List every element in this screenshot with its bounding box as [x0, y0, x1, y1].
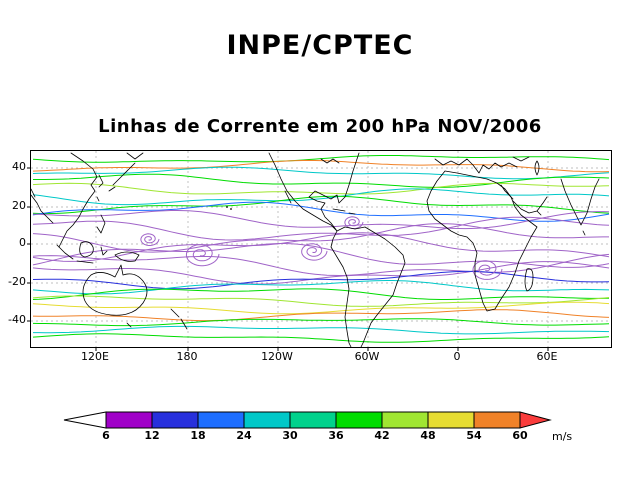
colorbar-tick-12: 12: [144, 429, 160, 442]
colorbar-tick-24: 24: [236, 429, 252, 442]
colorbar-tick-48: 48: [420, 429, 436, 442]
coast-new-zealand: [170, 308, 188, 330]
lat-tick-40s: -40: [8, 313, 26, 326]
coast-south-america: [330, 226, 406, 348]
axis-ticks: [27, 167, 549, 351]
hawaii-island: [226, 206, 228, 208]
colorbar-tick-42: 42: [374, 429, 390, 442]
colorbar-unit-label: m/s: [552, 430, 573, 443]
colorbar-tick-36: 36: [328, 429, 344, 442]
coast-japan: [96, 152, 144, 202]
chart-title: Linhas de Corrente em 200 hPa NOV/2006: [98, 116, 542, 137]
coast-north-america: [268, 152, 360, 232]
lat-tick-0: 0: [19, 236, 26, 249]
streamline-map-panel: [27, 150, 612, 351]
lon-tick-120w: 120W: [261, 350, 293, 363]
colorbar-tick-30: 30: [282, 429, 298, 442]
coast-arabia: [500, 184, 548, 216]
coast-philippines: [96, 214, 106, 234]
coast-africa: [426, 170, 538, 312]
coast-asia: [58, 152, 98, 248]
coastlines: [30, 152, 600, 348]
coast-europe: [434, 156, 540, 176]
coast-indonesia: [56, 241, 140, 264]
lon-tick-60w: 60W: [354, 350, 380, 363]
streamlines-group: [32, 155, 610, 343]
hawaii-island: [230, 208, 232, 210]
page-title: INPE/CPTEC: [226, 30, 414, 61]
lon-tick-180: 180: [176, 350, 198, 363]
coast-caribbean: [332, 208, 356, 215]
lon-tick-60e: 60E: [536, 350, 558, 363]
lon-tick-120e: 120E: [81, 350, 109, 363]
lon-tick-0: 0: [453, 350, 461, 363]
colorbar-tick-54: 54: [466, 429, 482, 442]
map-plot: [27, 151, 611, 351]
gridlines: [31, 151, 611, 347]
lat-tick-40n: 40: [12, 160, 26, 173]
coast-madagascar: [524, 268, 534, 292]
coast-australia: [82, 264, 148, 328]
colorbar-tick-60: 60: [512, 429, 528, 442]
colorbar-svg: [63, 411, 552, 429]
colorbar-tick-6: 6: [102, 429, 110, 442]
lat-tick-20s: -20: [8, 275, 26, 288]
lat-tick-20n: 20: [12, 199, 26, 212]
coast-india: [30, 178, 600, 236]
colorbar-tick-18: 18: [190, 429, 206, 442]
